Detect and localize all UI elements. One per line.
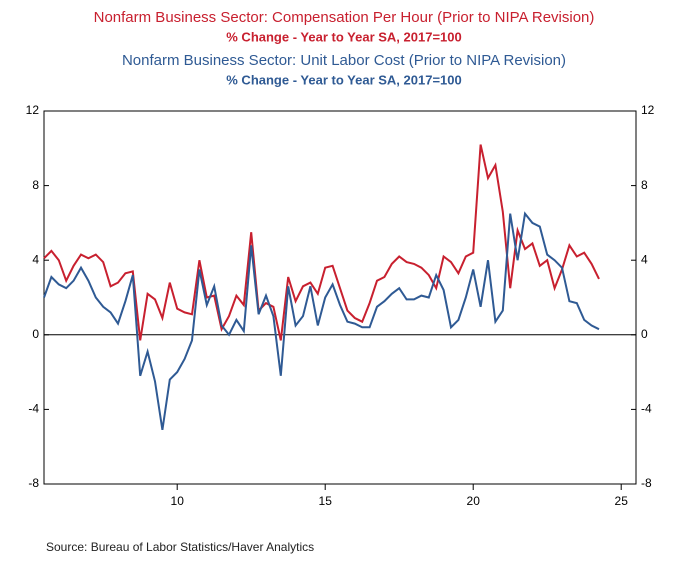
series-title: Nonfarm Business Sector: Unit Labor Cost…: [122, 52, 566, 69]
y2-tick-label: 4: [641, 252, 648, 266]
plot-frame: [43, 110, 637, 485]
series-line: [43, 211, 600, 431]
y-tick-label: 4: [32, 252, 39, 266]
y-tick-label: -8: [28, 476, 39, 490]
source: Source: Bureau of Labor Statistics/Haver…: [46, 540, 314, 554]
series-subtitle: % Change - Year to Year SA, 2017=100: [226, 29, 461, 44]
x-tick-label: 10: [171, 494, 185, 508]
y2-tick-label: 8: [641, 178, 648, 192]
x-tick-label: 15: [319, 494, 333, 508]
y2-tick-label: -8: [641, 476, 652, 490]
series-subtitle: % Change - Year to Year SA, 2017=100: [226, 72, 461, 87]
y-tick-label: 8: [32, 178, 39, 192]
x-tick-label: 25: [615, 494, 629, 508]
y2-tick-label: -4: [641, 402, 652, 416]
y-tick-label: 0: [32, 327, 39, 341]
y-tick-label: -4: [28, 402, 39, 416]
y2-tick-label: 12: [641, 103, 655, 117]
y-tick-label: 12: [26, 103, 40, 117]
x-tick-label: 20: [467, 494, 481, 508]
series-title: Nonfarm Business Sector: Compensation Pe…: [94, 9, 595, 26]
y2-tick-label: 0: [641, 327, 648, 341]
